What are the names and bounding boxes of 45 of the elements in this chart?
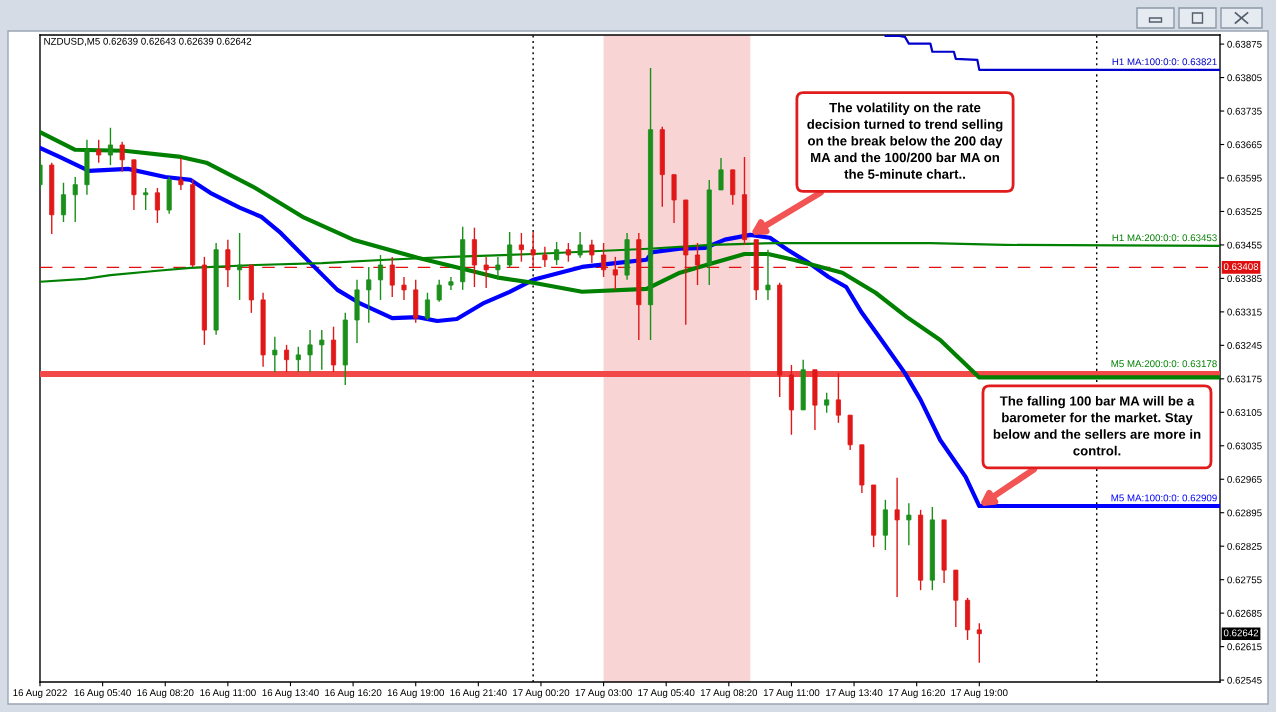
- annotation: 0.62642: [1223, 629, 1259, 637]
- annotation: The falling 100 bar MA will be a barometer for the market. Stay below and the sellers are more in control.: [993, 395, 1201, 456]
- x-tick-label: 17 Aug 05:40: [638, 689, 695, 699]
- x-tick-label: 17 Aug 11:00: [763, 689, 820, 699]
- y-tick-label: 0.63385: [1227, 275, 1262, 283]
- y-tick-label: 0.63735: [1227, 107, 1262, 115]
- y-tick-label: 0.62965: [1227, 475, 1262, 483]
- x-tick-label: 16 Aug 11:00: [200, 689, 256, 699]
- x-tick-label: 16 Aug 21:40: [450, 689, 507, 699]
- y-tick-label: 0.63805: [1227, 74, 1262, 82]
- x-tick-label: 16 Aug 05:40: [74, 689, 131, 699]
- chart-title: NZDUSD,M5 0.62639 0.62643 0.62639 0.62642: [44, 37, 252, 46]
- y-tick-label: 0.63875: [1227, 40, 1262, 48]
- x-tick-label: 17 Aug 16:20: [888, 689, 945, 699]
- series-label: H1 MA:200:0:0: 0.63453: [1112, 234, 1217, 242]
- y-tick-label: 0.62755: [1227, 576, 1262, 584]
- y-tick-label: 0.62825: [1227, 542, 1262, 550]
- series-label: H1 MA:100:0:0: 0.63821: [1112, 58, 1217, 66]
- x-tick-label: 16 Aug 16:20: [325, 689, 382, 699]
- series-label: M5 MA:100:0:0: 0.62909: [1111, 494, 1217, 502]
- y-tick-label: 0.62545: [1227, 676, 1262, 684]
- x-tick-label: 16 Aug 13:40: [262, 689, 319, 699]
- x-tick-label: 16 Aug 08:20: [137, 689, 194, 699]
- series-label: M5 MA:200:0:0: 0.63178: [1111, 360, 1217, 368]
- x-tick-label: 17 Aug 13:40: [826, 689, 883, 699]
- y-tick-label: 0.63455: [1227, 241, 1262, 249]
- x-tick-label: 17 Aug 19:00: [951, 689, 1008, 699]
- y-tick-label: 0.63315: [1227, 308, 1262, 316]
- x-tick-label: 17 Aug 03:00: [575, 689, 632, 699]
- y-tick-label: 0.63105: [1227, 409, 1262, 416]
- x-tick-label: 17 Aug 08:20: [700, 689, 758, 699]
- annotation: The volatility on the rate decision turned to trend selling on the break below the 200 day MA and the 100/200 bar MA on the 5-minute chart..: [807, 102, 1003, 179]
- y-tick-label: 0.63595: [1227, 174, 1262, 182]
- y-tick-label: 0.63035: [1227, 442, 1262, 450]
- y-tick-label: 0.62615: [1227, 643, 1262, 651]
- x-tick-label: 17 Aug 00:20: [513, 689, 570, 699]
- y-tick-label: 0.62895: [1227, 509, 1262, 517]
- x-tick-label: 16 Aug 19:00: [387, 689, 444, 699]
- y-tick-label: 0.62685: [1227, 609, 1262, 617]
- x-tick-label: 16 Aug 2022: [13, 689, 67, 699]
- y-tick-label: 0.63175: [1227, 375, 1262, 383]
- ref-line-label: 0.63408: [1223, 263, 1259, 271]
- y-tick-label: 0.63665: [1227, 141, 1262, 149]
- y-tick-label: 0.63245: [1227, 342, 1262, 349]
- y-tick-label: 0.63525: [1227, 208, 1262, 216]
